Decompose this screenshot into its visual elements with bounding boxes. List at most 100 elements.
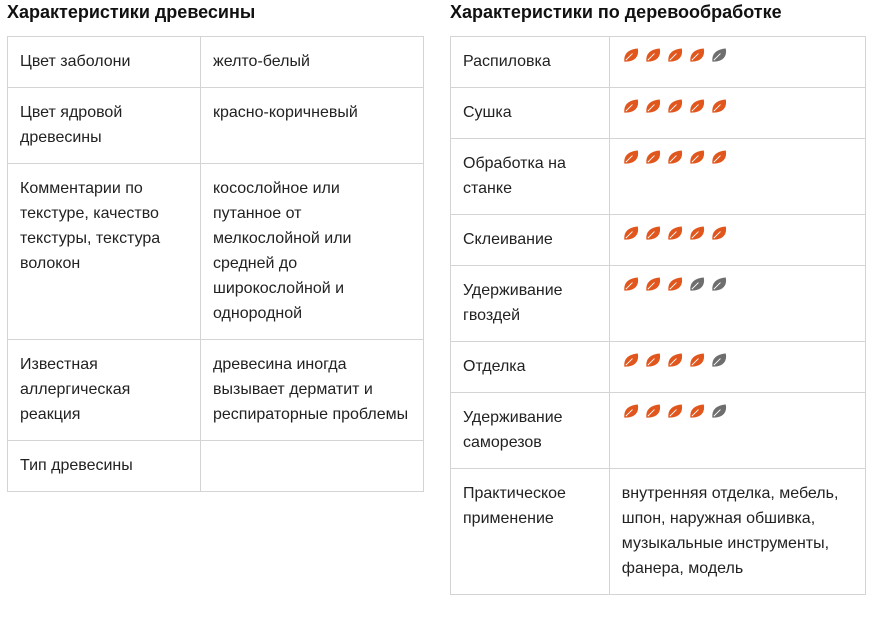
row-value: красно-коричневый xyxy=(200,87,424,164)
row-label: Удерживание саморезов xyxy=(450,392,610,469)
row-value: косослойное или путанное от мелкослойной… xyxy=(200,163,424,340)
row-value xyxy=(608,138,867,215)
leaf-icon xyxy=(667,149,683,165)
table-row: Цвет заболони желто-белый xyxy=(7,36,424,88)
row-value: древесина иногда вызывает дерматит и рес… xyxy=(200,339,424,441)
leaf-icon xyxy=(689,403,705,419)
leaf-icon xyxy=(623,403,639,419)
leaf-icon xyxy=(645,149,661,165)
leaf-icon xyxy=(645,98,661,114)
section-title: Характеристики по деревообработке xyxy=(450,2,782,22)
leaf-icon xyxy=(689,47,705,63)
leaf xyxy=(667,149,683,165)
leaf-icon xyxy=(711,352,727,368)
row-label: Известная аллергическая реакция xyxy=(7,339,201,441)
row-value xyxy=(200,440,424,492)
leaf xyxy=(623,47,639,63)
row-label: Практическое применение xyxy=(450,468,610,595)
table-row: Удерживание саморезов xyxy=(450,392,867,469)
leaf xyxy=(689,225,705,241)
wood-table: Цвет заболони желто-белый Цвет ядровой дре… xyxy=(7,36,424,492)
leaf xyxy=(689,403,705,419)
leaf-icon xyxy=(645,47,661,63)
leaf-icon xyxy=(711,276,727,292)
leaf-icon xyxy=(623,149,639,165)
leaf-icon xyxy=(689,98,705,114)
leaf-icon xyxy=(623,276,639,292)
row-value xyxy=(608,265,867,342)
leaf xyxy=(623,98,639,114)
leaf-icon xyxy=(667,276,683,292)
leaf-icon xyxy=(623,352,639,368)
leaf-icon xyxy=(623,225,639,241)
row-label: Распиловка xyxy=(450,36,610,88)
leaf-icon xyxy=(645,403,661,419)
table-row: Комментарии по текстуре, качество тексту… xyxy=(7,163,424,340)
leaf-icon xyxy=(689,149,705,165)
table-row: Распиловка xyxy=(450,36,867,88)
leaf xyxy=(667,98,683,114)
leaf xyxy=(645,352,661,368)
leaf xyxy=(667,403,683,419)
leaf xyxy=(711,98,727,114)
leaf-icon xyxy=(711,403,727,419)
leaf-icon xyxy=(711,149,727,165)
leaf-icon xyxy=(667,47,683,63)
row-label: Сушка xyxy=(450,87,610,139)
row-label: Тип древесины xyxy=(7,440,201,492)
leaf xyxy=(645,276,661,292)
table-row: Известная аллергическая реакция древесина… xyxy=(7,339,424,441)
row-value xyxy=(608,341,867,393)
leaf xyxy=(623,276,639,292)
leaf-icon xyxy=(689,225,705,241)
leaf-icon xyxy=(623,98,639,114)
row-value xyxy=(608,87,867,139)
row-value xyxy=(608,214,867,266)
rating xyxy=(622,147,853,166)
row-label: Обработка на станке xyxy=(450,138,610,215)
leaf xyxy=(645,149,661,165)
rating xyxy=(622,96,853,115)
leaf-icon xyxy=(711,47,727,63)
leaf-icon xyxy=(645,225,661,241)
leaf xyxy=(711,225,727,241)
leaf xyxy=(667,352,683,368)
leaf xyxy=(689,149,705,165)
row-value xyxy=(608,392,867,469)
rating xyxy=(622,274,853,293)
table-row: Сушка xyxy=(450,87,867,139)
leaf xyxy=(711,149,727,165)
table-row: Отделка xyxy=(450,341,867,393)
leaf xyxy=(645,98,661,114)
table-row: Цвет ядровой древесины красно-коричневый xyxy=(7,87,424,164)
row-value xyxy=(608,36,867,88)
leaf xyxy=(689,47,705,63)
row-label: Удерживание гвоздей xyxy=(450,265,610,342)
leaf xyxy=(623,352,639,368)
leaf xyxy=(711,352,727,368)
rating xyxy=(622,401,853,420)
rating xyxy=(622,350,853,369)
leaf-icon xyxy=(667,352,683,368)
leaf xyxy=(667,47,683,63)
row-label: Цвет заболони xyxy=(7,36,201,88)
row-label: Склеивание xyxy=(450,214,610,266)
leaf xyxy=(623,225,639,241)
row-label: Комментарии по текстуре, качество тексту… xyxy=(7,163,201,340)
leaf-icon xyxy=(667,98,683,114)
leaf xyxy=(689,276,705,292)
section-title: Характеристики древесины xyxy=(7,2,256,22)
table-row: Удерживание гвоздей xyxy=(450,265,867,342)
leaf xyxy=(645,403,661,419)
working-table: Распиловка Сушка Обработка на станке Склеив… xyxy=(450,36,867,595)
leaf xyxy=(623,403,639,419)
leaf xyxy=(667,225,683,241)
table-row: Практическое применение внутренняя отделк… xyxy=(450,468,867,595)
leaf xyxy=(667,276,683,292)
leaf-icon xyxy=(667,403,683,419)
leaf xyxy=(711,47,727,63)
leaf-icon xyxy=(623,47,639,63)
leaf-icon xyxy=(645,352,661,368)
leaf xyxy=(711,276,727,292)
